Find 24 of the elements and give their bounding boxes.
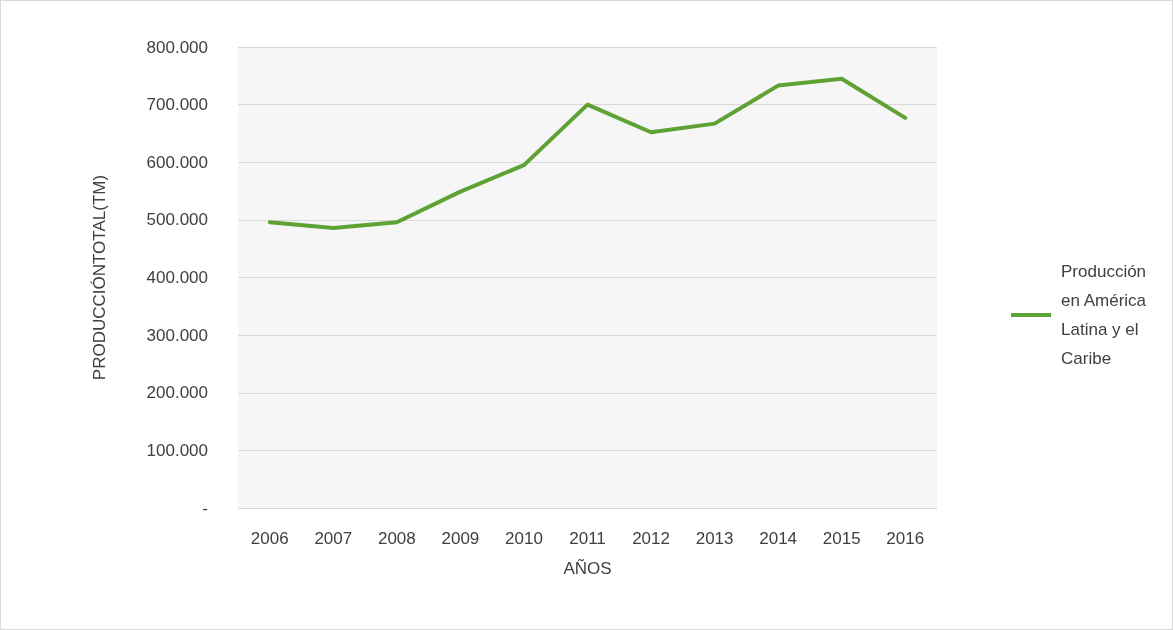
x-tick-label: 2009 bbox=[441, 529, 480, 548]
legend-label: Producción en América Latina y el Caribe bbox=[1061, 262, 1147, 368]
x-tick-label: 2008 bbox=[377, 529, 416, 548]
y-tick-label: 200.000 bbox=[146, 383, 208, 403]
x-tick-label: 2011 bbox=[569, 529, 606, 548]
y-tick-label: 700.000 bbox=[146, 95, 208, 115]
x-tick-label: 2007 bbox=[314, 529, 353, 548]
y-axis-title: PRODUCCIÓNTOTAL(TM) bbox=[90, 174, 109, 381]
y-tick-label: - bbox=[202, 498, 208, 518]
x-tick-label: 2010 bbox=[505, 529, 543, 548]
y-tick-label: 300.000 bbox=[146, 325, 208, 345]
x-tick-label: 2006 bbox=[250, 529, 289, 548]
x-tick-label: 2013 bbox=[695, 529, 734, 548]
x-tick-label: 2016 bbox=[886, 529, 925, 548]
y-tick-label: 800.000 bbox=[146, 37, 208, 57]
x-tick-label: 2014 bbox=[759, 529, 798, 548]
x-tick-label: 2012 bbox=[632, 529, 670, 548]
y-tick-label: 100.000 bbox=[146, 440, 208, 460]
y-tick-label: 600.000 bbox=[146, 152, 208, 172]
x-tick-label: 2015 bbox=[822, 529, 861, 548]
line-series bbox=[267, 76, 908, 230]
x-axis-title: AÑOS bbox=[563, 559, 612, 578]
y-tick-label: 500.000 bbox=[146, 210, 208, 230]
y-tick-label: 400.000 bbox=[146, 268, 208, 287]
